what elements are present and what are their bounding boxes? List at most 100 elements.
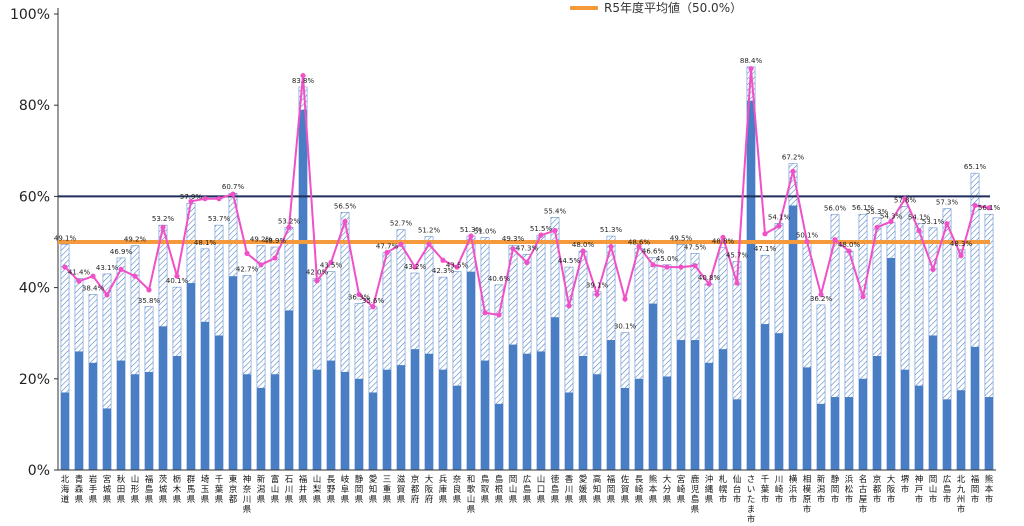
line-point bbox=[748, 66, 754, 72]
data-label: 65.1% bbox=[964, 163, 987, 171]
data-label: 67.2% bbox=[782, 154, 805, 162]
x-tick-label: 愛媛県 bbox=[579, 474, 588, 505]
bar-solid bbox=[578, 356, 588, 470]
x-tick-label: 川崎市 bbox=[775, 475, 784, 505]
x-tick-label: 宮崎県 bbox=[677, 474, 686, 505]
bar-solid bbox=[74, 351, 84, 470]
data-label: 36.2% bbox=[810, 295, 833, 303]
x-tick-label: 長野県 bbox=[327, 475, 336, 505]
bar-solid bbox=[172, 356, 182, 470]
line-point bbox=[230, 191, 236, 197]
line-point bbox=[622, 296, 628, 302]
bar-solid bbox=[88, 362, 98, 470]
x-tick-label: 福井県 bbox=[299, 474, 308, 505]
x-tick-label: 横浜市 bbox=[789, 474, 798, 505]
data-label: 51.0% bbox=[474, 227, 497, 235]
bar-solid bbox=[312, 369, 322, 470]
data-label: 47.7% bbox=[376, 242, 399, 250]
line-point bbox=[832, 237, 838, 243]
line-point bbox=[132, 273, 138, 279]
y-tick-label: 80% bbox=[19, 98, 50, 114]
bar-solid bbox=[900, 369, 910, 470]
line-point bbox=[874, 224, 880, 231]
line-point bbox=[482, 310, 488, 316]
data-label: 38.4% bbox=[82, 284, 105, 292]
data-label: 53.2% bbox=[152, 215, 175, 223]
y-tick-label: 40% bbox=[19, 281, 50, 297]
line-point bbox=[216, 196, 222, 202]
x-tick-label: 広島県 bbox=[523, 474, 532, 505]
y-tick-label: 100% bbox=[10, 7, 50, 23]
line-point bbox=[258, 262, 264, 268]
x-tick-label: 京都府 bbox=[411, 474, 420, 505]
line-point bbox=[902, 196, 908, 202]
line-point bbox=[650, 262, 656, 268]
bar-solid bbox=[228, 276, 238, 470]
data-label: 54.1% bbox=[768, 213, 791, 221]
x-tick-label: 栃木県 bbox=[173, 474, 182, 505]
bar-solid bbox=[480, 360, 490, 470]
line-point bbox=[342, 218, 348, 225]
data-label: 48.6% bbox=[628, 238, 651, 246]
data-label: 49.3% bbox=[502, 235, 525, 243]
line-point bbox=[524, 259, 530, 266]
line-point bbox=[734, 280, 740, 286]
bar-solid bbox=[914, 385, 924, 470]
x-tick-label: 沖縄県 bbox=[705, 474, 714, 505]
line-point bbox=[944, 221, 950, 227]
data-label: 56.1% bbox=[852, 204, 875, 212]
line-point bbox=[188, 198, 194, 205]
x-tick-label: 名古屋市 bbox=[859, 474, 868, 515]
x-tick-label: 秋田県 bbox=[117, 474, 126, 505]
bar-solid bbox=[844, 397, 854, 470]
line-point bbox=[930, 266, 936, 272]
bar-solid bbox=[424, 353, 434, 470]
line-point bbox=[272, 255, 278, 261]
data-label: 51.3% bbox=[460, 226, 483, 234]
x-tick-label: 京都市 bbox=[873, 474, 882, 505]
data-label: 46.6% bbox=[642, 248, 665, 256]
data-label: 42.0% bbox=[306, 268, 329, 276]
bar-solid bbox=[774, 333, 784, 470]
data-label: 56.0% bbox=[824, 205, 847, 213]
x-tick-label: 福島県 bbox=[145, 474, 154, 505]
data-label: 55.4% bbox=[544, 207, 567, 215]
bar-solid bbox=[564, 392, 574, 470]
bar-solid bbox=[816, 403, 826, 470]
x-tick-label: 和歌山県 bbox=[467, 475, 476, 515]
data-label: 46.9% bbox=[110, 248, 133, 256]
data-label: 48.0% bbox=[572, 241, 595, 249]
line-point bbox=[314, 278, 320, 284]
x-tick-label: 静岡市 bbox=[831, 474, 840, 505]
bar-solid bbox=[158, 326, 168, 470]
bar-solid bbox=[970, 346, 980, 470]
data-label: 83.8% bbox=[292, 77, 315, 85]
bar-solid bbox=[550, 317, 560, 470]
x-tick-label: 兵庫県 bbox=[439, 474, 448, 505]
data-label: 48.0% bbox=[838, 241, 861, 249]
x-tick-label: 滋賀県 bbox=[397, 474, 406, 505]
bar-solid bbox=[522, 353, 532, 470]
data-label: 49.5% bbox=[670, 234, 693, 242]
data-label: 51.3% bbox=[600, 226, 623, 234]
data-label: 54.1% bbox=[908, 213, 931, 221]
legend: R5年度平均値（50.0%） bbox=[570, 0, 742, 15]
data-label: 45.0% bbox=[656, 255, 679, 263]
x-tick-label: 大阪府 bbox=[425, 474, 434, 505]
data-label: 48.8% bbox=[712, 237, 735, 245]
bar-solid bbox=[872, 356, 882, 470]
line-point bbox=[720, 234, 726, 241]
data-label: 39.1% bbox=[586, 282, 609, 290]
bar-solid bbox=[354, 378, 364, 470]
x-tick-label: 島根県 bbox=[495, 474, 504, 505]
line-point bbox=[594, 291, 600, 298]
bar-solid bbox=[620, 387, 630, 470]
line-point bbox=[370, 304, 376, 310]
line-point bbox=[440, 257, 446, 263]
data-label: 48.1% bbox=[194, 239, 217, 247]
line-point bbox=[846, 248, 852, 254]
line-point bbox=[412, 264, 418, 270]
bar-solid bbox=[256, 387, 266, 470]
data-label: 43.5% bbox=[446, 262, 469, 270]
x-tick-label: 鳥取県 bbox=[481, 474, 490, 505]
